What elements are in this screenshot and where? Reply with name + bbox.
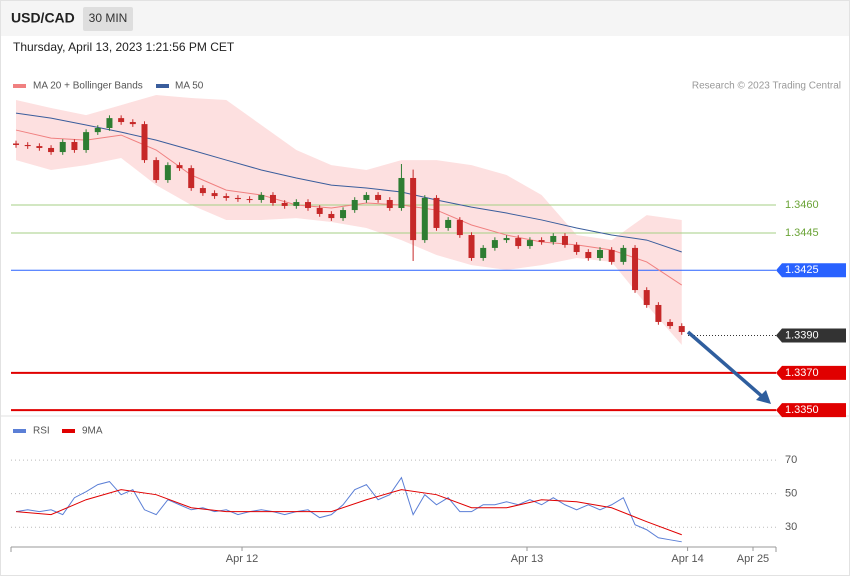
candle-body xyxy=(13,143,20,145)
candle-body xyxy=(398,177,405,209)
candle-body xyxy=(491,240,498,248)
y-tick-label: 30 xyxy=(785,521,797,533)
candle-body xyxy=(199,188,206,194)
candle-body xyxy=(468,235,475,258)
candle-body xyxy=(36,146,43,148)
candle-body xyxy=(83,132,90,151)
candle-body xyxy=(211,193,218,197)
candle-body xyxy=(316,208,323,214)
level-tag xyxy=(776,328,846,343)
level-tag xyxy=(776,263,846,278)
candle-body xyxy=(246,199,253,201)
candle-body xyxy=(515,238,522,247)
candle-body xyxy=(596,249,603,258)
legend-swatch xyxy=(13,84,26,88)
candle-body xyxy=(480,247,487,258)
level-label: 1.3350 xyxy=(785,404,819,416)
indicator-line xyxy=(15,112,682,253)
legend-label: RSI xyxy=(33,426,50,437)
candle-body xyxy=(223,196,230,198)
candle-body xyxy=(129,122,136,125)
level-label: 1.3445 xyxy=(785,227,819,239)
candle-body xyxy=(281,202,288,206)
indicator-line xyxy=(15,129,683,286)
candle-body xyxy=(433,197,440,228)
x-tick-label: Apr 25 xyxy=(737,553,769,565)
candle-body xyxy=(585,252,592,258)
candle-body xyxy=(632,247,639,291)
candle-body xyxy=(526,240,533,247)
candle-body xyxy=(538,240,545,242)
level-tag xyxy=(776,403,846,418)
legend-label: 9MA xyxy=(82,426,103,437)
candle-body xyxy=(94,128,101,133)
candle-body xyxy=(363,194,370,200)
candle-body xyxy=(667,321,674,327)
candle-body xyxy=(71,141,78,151)
source: Research © 2023 Trading Central xyxy=(692,81,841,92)
datetime: Thursday, April 13, 2023 1:21:56 PM CET xyxy=(13,40,235,54)
candle-body xyxy=(188,168,195,189)
y-tick-label: 70 xyxy=(785,454,797,466)
x-tick-label: Apr 14 xyxy=(671,553,703,565)
candle-body xyxy=(678,326,685,333)
candle-body xyxy=(164,165,171,181)
x-tick-label: Apr 12 xyxy=(226,553,258,565)
candle-body xyxy=(503,238,510,241)
candle-body xyxy=(375,194,382,200)
candle-body xyxy=(608,249,615,262)
candle-body xyxy=(550,235,557,242)
x-tick-label: Apr 13 xyxy=(511,553,543,565)
level-label: 1.3460 xyxy=(785,199,819,211)
candle-body xyxy=(410,177,417,241)
bollinger-band xyxy=(16,95,682,345)
candle-body xyxy=(386,199,393,209)
candle-body xyxy=(106,118,113,129)
candle-body xyxy=(293,202,300,206)
candle-body xyxy=(59,141,66,153)
candle-body xyxy=(48,147,55,153)
level-label: 1.3370 xyxy=(785,367,819,379)
forecast-arrowhead xyxy=(756,390,771,404)
candle-body xyxy=(118,118,125,123)
candle-body xyxy=(305,202,312,209)
forecast-arrow xyxy=(686,330,766,400)
legend-label: MA 50 xyxy=(175,81,204,92)
candle-body xyxy=(153,160,160,181)
candle-body xyxy=(445,219,452,228)
legend-label: MA 20 + Bollinger Bands xyxy=(33,81,143,92)
candle-body xyxy=(24,144,31,147)
candle-body xyxy=(421,197,428,241)
level-tag xyxy=(776,365,846,380)
candle-body xyxy=(351,199,358,211)
candle-body xyxy=(655,304,662,322)
candle-body xyxy=(620,247,627,262)
candle-body xyxy=(573,244,580,253)
candle-body xyxy=(234,197,241,200)
candle-body xyxy=(561,235,568,245)
symbol: USD/CAD xyxy=(11,10,75,26)
indicator-line xyxy=(15,489,682,536)
candle-body xyxy=(643,290,650,305)
candle-body xyxy=(141,124,148,161)
candle-body xyxy=(328,213,335,219)
interval-box[interactable] xyxy=(83,7,133,31)
candle-body xyxy=(269,194,276,203)
legend-swatch xyxy=(13,429,26,433)
y-tick-label: 50 xyxy=(785,488,797,500)
interval[interactable]: 30 MIN xyxy=(89,11,128,25)
header-bar xyxy=(1,1,849,36)
candle-body xyxy=(340,210,347,219)
level-label: 1.3390 xyxy=(785,329,819,341)
legend-swatch xyxy=(156,84,169,88)
legend-swatch xyxy=(62,429,75,433)
candle-body xyxy=(176,165,183,169)
candle-body xyxy=(456,219,463,236)
indicator-line xyxy=(15,476,682,543)
level-label: 1.3425 xyxy=(785,264,819,276)
candle-body xyxy=(258,194,265,200)
